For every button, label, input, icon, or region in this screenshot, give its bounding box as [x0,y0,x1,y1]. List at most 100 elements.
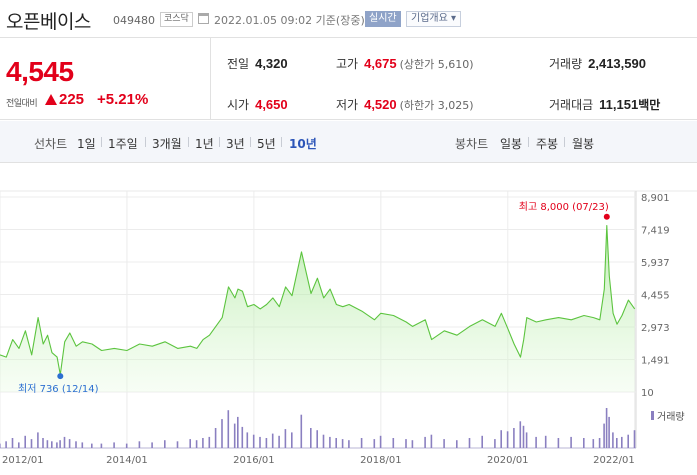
volume-bar [233,423,236,448]
volume-bar [68,439,71,448]
volume-bar [605,408,608,448]
volume-cell: 거래량 2,413,590 [549,55,646,72]
prev-close-value: 4,320 [255,56,288,71]
volume-bar [329,436,331,448]
x-tick-label: 2020/01 [487,455,529,466]
volume-bar [37,432,39,448]
volume-value: 2,413,590 [588,56,646,71]
tab-1w[interactable]: 1주일 [108,137,138,151]
tab-daily-candle[interactable]: 일봉 [500,137,523,151]
volume-bar [91,443,93,448]
volume-bar [113,442,115,448]
volume-bar [59,440,61,448]
high-cell: 고가 4,675 (상한가 5,610) [336,55,474,72]
volume-bar [30,439,33,448]
volume-bars [0,408,636,449]
volume-bar [316,430,318,448]
volume-bar [468,438,471,448]
volume-bar [214,428,217,448]
open-value: 4,650 [255,97,288,112]
company-overview-button[interactable]: 기업개요 ▾ [406,11,461,27]
quote-panel: 4,545 전일대비 225 +5.21% 전일 4,320 고가 4,675 (상한… [0,38,697,120]
volume-bar [405,439,407,448]
y-tick-label: 10 [641,388,654,399]
volume-bar [612,432,614,448]
tab-1d[interactable]: 1일 [77,137,96,151]
volume-bar [271,433,274,448]
tab-1y[interactable]: 1년 [195,137,214,151]
amount-label: 거래대금 [549,98,594,112]
volume-bar [237,416,239,448]
realtime-badge[interactable]: 실시간 [365,11,401,27]
tab-monthly-candle[interactable]: 월봉 [572,137,595,151]
min-point-marker [57,373,64,380]
volume-bar [544,435,547,448]
max-label: 최고 8,000 (07/23) [519,201,609,213]
volume-bar [0,443,1,448]
volume-bar [300,414,303,448]
volume-bar [633,430,636,448]
volume-bar [424,436,426,448]
low-label: 저가 [336,98,359,112]
volume-bar [522,425,525,448]
chart-tabbar: 선차트 1일 1주일 3개월 1년 3년 5년 10년 봉차트 일봉 주봉 월봉 [0,121,697,163]
y-tick-label: 4,455 [641,291,670,302]
volume-bar [252,434,255,448]
volume-bar [310,428,312,448]
volume-bar [608,416,610,448]
volume-bar [227,410,230,448]
volume-bar [189,439,191,448]
volume-bar [63,436,66,448]
volume-bar [379,435,382,448]
tab-3y[interactable]: 3년 [226,137,245,151]
price-line [0,224,636,376]
price-chart[interactable]: 8,901 7,419 5,937 4,455 2,973 1,491 10 2012/01 2… [0,168,697,475]
volume-bar [278,435,280,448]
tab-5y[interactable]: 5년 [257,137,276,151]
volume-bar [202,438,204,448]
y-tick-label: 8,901 [641,193,670,204]
lower-limit: (하한가 3,025) [399,99,474,112]
volume-bar [56,442,58,448]
volume-bar [456,440,458,448]
prev-close-cell: 전일 4,320 [227,55,288,72]
line-chart-label[interactable]: 선차트 [34,137,68,151]
candle-chart-label[interactable]: 봉차트 [455,137,489,151]
volume-bar [151,442,153,448]
volume-bar [335,438,337,448]
change-value: 225 [59,91,85,108]
volume-legend-swatch [651,411,654,420]
tab-separator [528,137,529,147]
volume-bar [291,432,293,448]
tab-10y[interactable]: 10년 [289,137,317,151]
volume-bar [341,439,344,448]
stock-name: 오픈베이스 [6,11,91,33]
volume-bar [265,438,268,448]
y-tick-label: 7,419 [641,226,670,237]
amount-cell: 거래대금 11,151백만 [549,96,660,113]
volume-bar [481,435,483,448]
volume-label: 거래량 [549,57,583,71]
high-label: 고가 [336,57,359,71]
volume-bar [11,438,14,448]
volume-bar [195,440,198,448]
volume-bar [284,429,287,448]
volume-bar [5,441,7,448]
tab-3m[interactable]: 3개월 [152,137,182,151]
max-point-marker [603,213,610,220]
volume-bar [500,430,502,448]
up-arrow-icon [45,94,57,105]
tab-weekly-candle[interactable]: 주봉 [536,137,559,151]
volume-bar [627,434,629,448]
prev-close-label: 전일 [227,57,250,71]
change-rate: +5.21% [97,91,149,108]
calendar-icon [198,13,209,24]
divider [210,38,211,119]
amount-unit: 백만 [638,98,661,112]
volume-bar [519,421,522,448]
low-value: 4,520 [364,97,397,112]
volume-bar [51,441,53,448]
y-tick-label: 1,491 [641,356,670,367]
volume-bar [570,436,572,448]
y-tick-label: 2,973 [641,323,670,334]
